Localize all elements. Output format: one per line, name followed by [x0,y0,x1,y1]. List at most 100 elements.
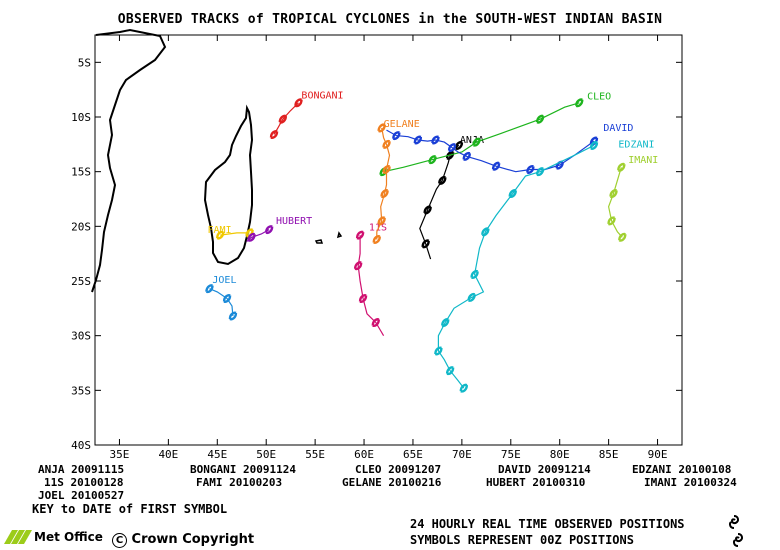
legend-storm-date: 20100108 [671,463,732,476]
storm-label: FAMI [208,225,232,236]
cyclone-position-symbol [294,98,303,108]
y-tick-label: 35S [71,384,91,397]
cyclone-position-symbol [575,98,584,108]
cyclone-position-symbol [247,232,256,242]
track-bongani: BONGANI [269,90,344,139]
storm-label: DAVID [603,123,633,134]
cyclone-position-symbol [589,140,599,150]
track-line [607,167,623,238]
cyclone-position-symbol [269,130,279,139]
legend-storm-date: 20091124 [236,463,296,476]
cyclone-position-symbol [380,189,389,198]
x-tick-label: 35E [110,448,130,461]
cyclone-position-symbol [445,150,455,160]
legend-storm-name: ANJA [38,463,65,476]
cyclone-position-symbol [508,189,517,198]
cyclone-position-symbol [454,140,464,150]
x-tick-label: 65E [403,448,423,461]
y-tick-label: 40S [71,439,91,452]
y-tick-label: 20S [71,220,91,233]
legend-storm-name: DAVID [498,463,532,476]
legend-storm-date: 20100203 [222,476,283,489]
cyclone-position-symbol [535,114,545,124]
legend-entry: GELANE 20100216 [342,477,441,488]
met-office-logo: Met Office [4,530,103,544]
cyclone-position-symbol [382,139,391,149]
y-tick-label: 10S [71,111,91,124]
legend-entry: DAVID 20091214 [498,464,591,475]
island [336,231,343,239]
cyclone-position-symbol [353,261,363,271]
legend-storm-date: 20100527 [64,489,125,502]
track-fami: FAMI [208,225,254,240]
legend-key: KEY to DATE of FIRST SYMBOL [32,502,228,516]
cyclone-position-symbol [526,165,535,174]
track-joel: JOEL [205,275,238,321]
x-tick-label: 45E [207,448,227,461]
x-tick-label: 90E [648,448,668,461]
coastline [91,28,343,293]
map-title: OBSERVED TRACKS of TROPICAL CYCLONES in … [117,12,663,27]
copyright-icon: C [112,533,127,548]
cyclone-position-symbol [438,175,447,185]
x-tick-label: 75E [501,448,521,461]
cyclone-position-symbol [421,239,430,249]
cyclone-position-symbol [431,135,440,145]
copyright: C Crown Copyright [112,532,254,548]
cyclone-position-symbol [264,225,274,235]
cyclone-position-symbol [447,143,457,153]
legend-entry: CLEO 20091207 [355,464,441,475]
legend-storm-name: EDZANI [632,463,672,476]
cyclone-symbol-icon [733,533,743,547]
legend-storm-name: JOEL [38,489,65,502]
track-line [209,288,234,317]
legend-entry: ANJA 20091115 [38,464,124,475]
track-gelane: GELANE [372,119,420,244]
met-office-name: Met Office [34,530,103,544]
legend-storm-date: 20091214 [531,463,591,476]
track-cleo: CLEO [379,92,611,177]
cyclone-position-symbol [441,318,450,327]
cyclone-position-symbol [358,294,368,303]
track-anja: ANJA [419,135,484,260]
storm-label: BONGANI [301,90,343,101]
x-tick-label: 60E [354,448,374,461]
legend-storm-name: BONGANI [190,463,237,476]
cyclone-position-symbol [372,235,381,244]
legend-entry: JOEL 20100527 [38,490,124,501]
legend-entry: FAMI 20100203 [196,477,282,488]
storm-label: HUBERT [276,216,312,227]
legend-entry: BONGANI 20091124 [190,464,296,475]
y-tick-label: 15S [71,166,91,179]
x-tick-label: 55E [305,448,325,461]
track-11s: 11S [353,223,387,337]
x-tick-label: 80E [550,448,570,461]
cyclone-position-symbol [371,318,380,327]
y-tick-label: 5S [78,56,91,69]
cyclone-position-symbol [355,230,365,240]
legend-storm-date: 20100310 [525,476,586,489]
footer-line-1: 24 HOURLY REAL TIME OBSERVED POSITIONS [410,517,685,531]
track-line [437,144,595,389]
cyclone-position-symbol [618,232,627,242]
track-hubert: HUBERT [246,216,312,243]
legend-entry: HUBERT 20100310 [486,477,585,488]
track-line [383,102,580,173]
storm-label: ANJA [460,135,484,146]
cyclone-position-symbol [434,346,443,356]
cyclone-position-symbol [607,216,616,226]
legend-storm-date: 20091207 [381,463,442,476]
cyclone-position-symbol [470,270,479,279]
cyclone-position-symbol [462,151,471,161]
legend-storm-name: 11S [44,476,64,489]
storm-label: GELANE [384,119,420,130]
legend-entry: EDZANI 20100108 [632,464,731,475]
cyclone-position-symbol [205,284,214,294]
x-tick-label: 85E [599,448,619,461]
cyclone-position-symbol [392,131,401,141]
cyclone-position-symbol [459,383,469,393]
cyclone-position-symbol [428,155,437,165]
africa-coastline [91,28,167,293]
track-edzani: EDZANI [434,140,655,393]
y-tick-label: 25S [71,275,91,288]
